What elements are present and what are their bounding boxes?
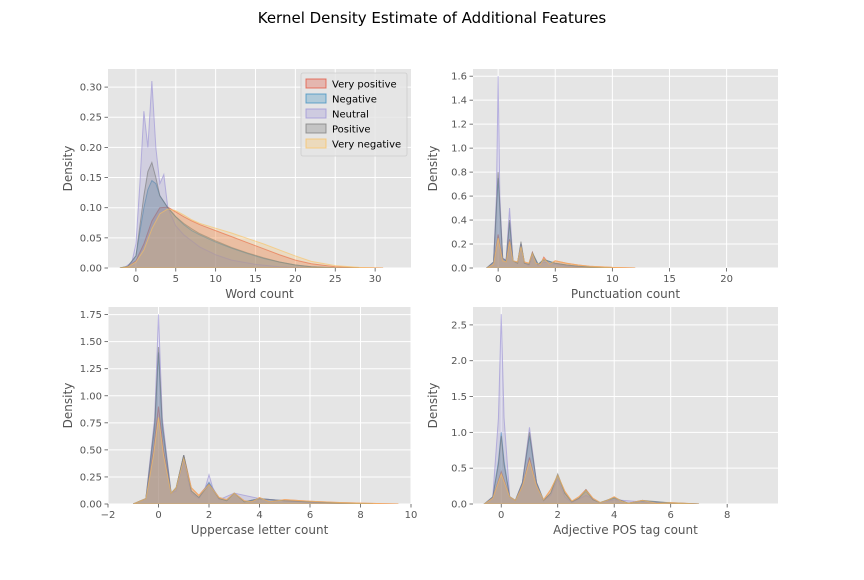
y-tick-label: 0.50	[80, 445, 102, 456]
x-tick-label: −2	[101, 510, 116, 521]
plot-background	[473, 307, 778, 504]
x-tick-label: 8	[357, 510, 363, 521]
x-tick-label: 2	[206, 510, 212, 521]
y-axis-label: Density	[426, 146, 440, 192]
x-tick-label: 25	[329, 274, 342, 285]
x-tick-label: 30	[369, 274, 382, 285]
y-tick-label: 0.25	[80, 472, 102, 483]
x-tick-label: 0	[498, 510, 504, 521]
subplot-1: 0 5 10 15 20 25 30 0.00 0.05 0.10 0.15 0.20 0.25 0.30…	[61, 69, 411, 301]
y-tick-label: 0.8	[451, 168, 467, 179]
y-tick-label: 0.25	[80, 113, 102, 124]
y-tick-label: 0.00	[80, 500, 102, 511]
y-tick-label: 0.75	[80, 418, 102, 429]
kde-area-very-negative	[486, 237, 636, 268]
y-tick-label: 0.6	[451, 192, 467, 203]
y-axis-label: Density	[426, 383, 440, 429]
x-tick-label: 20	[289, 274, 302, 285]
series-group	[119, 81, 384, 268]
y-tick-label: 0.0	[451, 500, 467, 511]
x-tick-label: 5	[173, 274, 179, 285]
x-tick-label: 4	[256, 510, 262, 521]
x-tick-label: 0	[495, 274, 501, 285]
y-tick-label: 2.0	[451, 356, 467, 367]
kde-area-very-positive	[119, 206, 384, 268]
y-tick-label: 1.4	[451, 96, 467, 107]
legend-swatch-positive	[305, 123, 327, 134]
y-tick-label: 0.05	[80, 233, 102, 244]
x-tick-label: 2	[555, 510, 561, 521]
y-tick-label: 2.5	[451, 320, 467, 331]
x-tick-label: 0	[133, 274, 139, 285]
legend-label-very-positive: Very positive	[332, 80, 397, 91]
x-tick-label: 15	[249, 274, 262, 285]
legend-label-neutral: Neutral	[332, 110, 369, 121]
x-tick-label: 10	[606, 274, 619, 285]
x-tick-label: 5	[552, 274, 558, 285]
y-tick-label: 1.0	[451, 428, 467, 439]
subplot-2: 0 5 10 15 20 0.0 0.2 0.4 0.6 0.8 1.0 1.2 1.4 1.6 Punct…	[426, 69, 778, 301]
series-group	[483, 314, 699, 504]
x-tick-label: 10	[405, 510, 418, 521]
y-tick-label: 0.10	[80, 203, 102, 214]
legend-swatch-neutral	[305, 108, 327, 119]
legend-swatch-very-positive	[305, 78, 327, 89]
kde-area-neutral	[123, 81, 344, 268]
legend-label-positive: Positive	[332, 125, 371, 136]
x-tick-label: 0	[155, 510, 161, 521]
y-tick-label: 1.75	[80, 310, 102, 321]
kde-area-very-negative	[133, 417, 399, 504]
subplot-4: 0 2 4 6 8 0.0 0.5 1.0 1.5 2.0 2.5 Adjective POS tag…	[426, 307, 778, 537]
y-tick-label: 0.00	[80, 264, 102, 275]
y-tick-label: 0.15	[80, 173, 102, 184]
y-tick-label: 1.6	[451, 72, 467, 83]
y-tick-label: 1.0	[451, 144, 467, 155]
x-axis-label: Punctuation count	[571, 287, 680, 301]
y-tick-label: 0.0	[451, 264, 467, 275]
kde-area-very-negative	[483, 459, 699, 504]
legend-label-very-negative: Very negative	[332, 140, 401, 151]
y-tick-label: 0.30	[80, 83, 102, 94]
y-axis-label: Density	[61, 383, 75, 429]
series-group	[133, 314, 399, 504]
y-tick-label: 0.2	[451, 240, 467, 251]
x-tick-label: 20	[720, 274, 733, 285]
y-tick-label: 0.20	[80, 143, 102, 154]
y-tick-label: 0.5	[451, 464, 467, 475]
kde-area-positive	[485, 172, 613, 268]
x-tick-label: 8	[724, 510, 730, 521]
y-tick-label: 1.50	[80, 337, 102, 348]
legend-swatch-very-negative	[305, 138, 327, 149]
kde-area-positive	[119, 160, 360, 268]
x-tick-label: 4	[611, 510, 617, 521]
plot-background	[473, 69, 778, 268]
y-tick-label: 1.25	[80, 364, 102, 375]
y-tick-label: 1.2	[451, 120, 467, 131]
legend-swatch-negative	[305, 93, 327, 104]
y-tick-label: 1.5	[451, 392, 467, 403]
x-axis-label: Word count	[225, 287, 294, 301]
x-tick-label: 6	[307, 510, 313, 521]
y-tick-label: 1.00	[80, 391, 102, 402]
x-tick-label: 10	[209, 274, 222, 285]
legend-box	[300, 72, 408, 157]
legend: Very positive Negative Neutral Positive Very…	[300, 72, 408, 157]
kde-area-very-negative	[119, 208, 384, 268]
x-tick-label: 15	[663, 274, 676, 285]
figure-title: Kernel Density Estimate of Additional Fe…	[257, 9, 607, 27]
series-group	[485, 76, 636, 268]
x-axis-label: Adjective POS tag count	[553, 523, 698, 537]
subplot-3: −2 0 2 4 6 8 10 0.00 0.25 0.50 0.75 1.00 1.25 1.50 1.7…	[61, 307, 417, 537]
y-tick-label: 0.4	[451, 216, 467, 227]
x-axis-label: Uppercase letter count	[191, 523, 329, 537]
legend-label-negative: Negative	[332, 95, 377, 106]
y-axis-label: Density	[61, 146, 75, 192]
x-tick-label: 6	[667, 510, 673, 521]
